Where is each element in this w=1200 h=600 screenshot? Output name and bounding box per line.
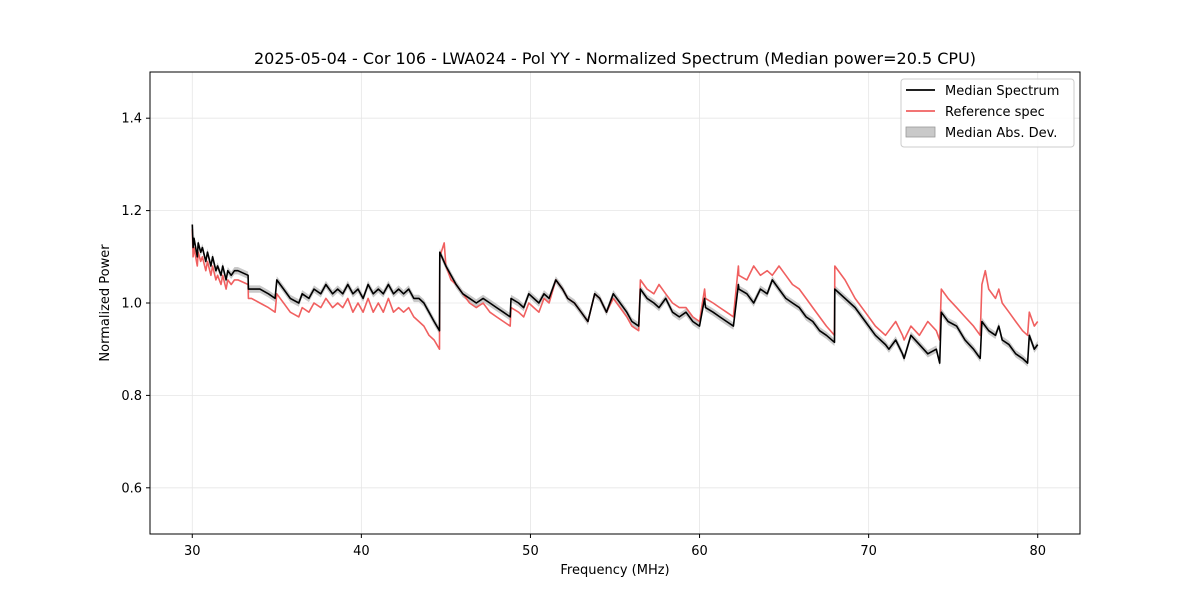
legend: Median Spectrum Reference spec Median Ab…	[900, 78, 1075, 148]
legend-label-reference: Reference spec	[945, 105, 1045, 120]
legend-swatch-mad	[905, 126, 936, 138]
y-axis-label: Normalized Power	[98, 244, 113, 362]
x-axis-label: Frequency (MHz)	[560, 563, 669, 578]
y-tick-label: 1.4	[121, 112, 142, 127]
legend-label-median: Median Spectrum	[945, 84, 1059, 99]
mad-band	[192, 220, 1038, 367]
legend-box	[900, 78, 1075, 148]
x-tick-label: 80	[1029, 544, 1046, 559]
x-tick-label: 40	[353, 544, 370, 559]
y-tick-label: 1.0	[121, 297, 142, 312]
median-spectrum-line	[191, 224, 1039, 364]
x-tick-label: 70	[860, 544, 877, 559]
mad-band-layer	[192, 220, 1038, 367]
x-axis-ticks: 30 40 50 60 70 80	[184, 534, 1046, 559]
legend-label-mad: Median Abs. Dev.	[945, 126, 1057, 141]
y-tick-label: 0.6	[121, 481, 142, 496]
y-tick-label: 1.2	[121, 204, 142, 219]
x-tick-label: 30	[184, 544, 201, 559]
x-tick-label: 50	[522, 544, 539, 559]
y-tick-label: 0.8	[121, 389, 142, 404]
x-tick-label: 60	[691, 544, 708, 559]
y-axis-ticks: 0.6 0.8 1.0 1.2 1.4	[121, 112, 150, 496]
chart-title: 2025-05-04 - Cor 106 - LWA024 - Pol YY -…	[254, 49, 976, 68]
series-layer	[191, 224, 1039, 364]
